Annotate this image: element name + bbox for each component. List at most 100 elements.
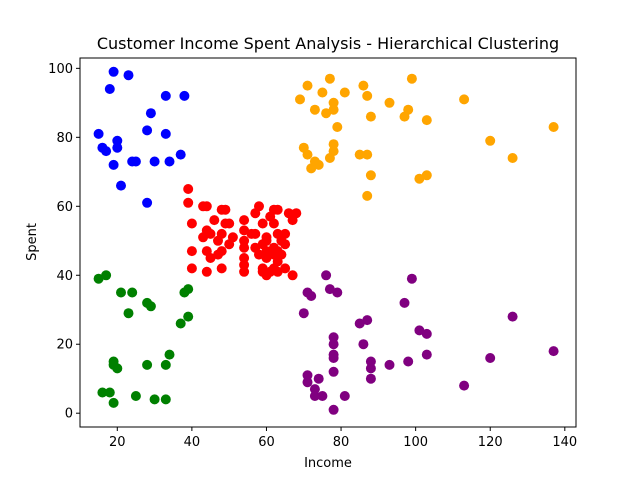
data-point-3-21	[186, 218, 197, 229]
data-point-2-4	[358, 80, 369, 91]
data-point-5-33	[317, 391, 328, 401]
ticks-layer: 20 40 60 80 100 120 140 0 20 40 60 80 100	[48, 62, 577, 450]
data-point-5-32	[309, 391, 320, 401]
data-point-2-12	[328, 104, 339, 115]
data-point-3-61	[186, 263, 197, 274]
data-point-4-9	[123, 308, 134, 319]
data-point-2-22	[328, 139, 339, 150]
x-tick-label-20: 20	[109, 435, 126, 450]
data-point-2-2	[406, 73, 417, 84]
data-point-3-15	[209, 215, 220, 226]
data-point-5-8	[298, 308, 309, 319]
x-tick-label-120: 120	[478, 435, 503, 450]
data-point-3-32	[198, 232, 209, 243]
data-point-5-20	[485, 353, 496, 363]
data-point-2-9	[459, 94, 470, 105]
data-point-5-12	[414, 325, 425, 336]
data-point-1-21	[142, 197, 153, 208]
data-point-1-4	[160, 90, 171, 101]
data-point-5-4	[332, 287, 343, 298]
data-point-5-21	[403, 356, 414, 367]
data-point-5-31	[309, 384, 320, 395]
y-tick-label-60: 60	[56, 200, 73, 215]
data-point-2-6	[339, 87, 350, 98]
data-point-5-2	[406, 273, 417, 284]
data-point-5-34	[339, 391, 350, 401]
data-point-5-7	[399, 297, 410, 308]
data-point-1-12	[112, 142, 123, 153]
data-point-4-21	[149, 394, 160, 405]
x-tick-label-140: 140	[552, 435, 577, 450]
data-point-3-66	[261, 270, 272, 281]
x-axis-label: Income	[304, 456, 352, 471]
data-point-3-51	[205, 253, 216, 263]
data-point-2-35	[414, 173, 425, 184]
data-point-5-22	[365, 356, 376, 367]
data-point-2-5	[317, 87, 328, 98]
data-point-3-14	[287, 215, 298, 226]
data-point-1-6	[145, 108, 156, 119]
data-point-4-17	[160, 359, 171, 370]
data-point-3-54	[261, 253, 272, 263]
data-point-3-19	[257, 218, 268, 229]
data-point-3-33	[213, 235, 223, 246]
y-tick-label-40: 40	[56, 269, 73, 284]
data-point-3-20	[268, 218, 279, 229]
data-point-1-18	[164, 156, 175, 167]
data-point-5-19	[421, 349, 432, 360]
data-point-1-1	[108, 66, 119, 77]
data-point-5-10	[362, 315, 373, 326]
data-point-5-28	[365, 373, 376, 384]
data-point-2-31	[313, 159, 324, 170]
data-point-4-20	[130, 391, 141, 401]
data-point-3-1	[183, 184, 194, 194]
data-point-1-9	[160, 128, 171, 139]
data-point-4-18	[97, 387, 108, 398]
data-point-3-8	[220, 204, 231, 215]
data-point-3-36	[261, 235, 272, 246]
data-point-2-33	[365, 170, 376, 181]
data-point-5-26	[313, 373, 324, 384]
data-point-2-20	[548, 122, 559, 132]
data-point-1-2	[123, 70, 134, 81]
data-point-2-3	[302, 80, 313, 91]
data-point-2-27	[362, 149, 373, 160]
data-point-5-27	[302, 377, 313, 388]
data-point-3-2	[183, 197, 194, 208]
data-point-4-12	[164, 349, 175, 360]
data-point-1-8	[142, 125, 153, 136]
data-point-2-13	[309, 104, 320, 115]
data-point-1-19	[108, 159, 119, 170]
data-point-4-16	[142, 359, 153, 370]
data-point-5-11	[354, 318, 365, 329]
data-point-4-22	[160, 394, 171, 405]
data-point-3-52	[213, 249, 223, 260]
data-point-4-10	[183, 311, 194, 322]
data-point-5-9	[507, 311, 518, 322]
data-point-2-28	[324, 153, 335, 163]
data-point-4-11	[175, 318, 186, 329]
data-point-3-62	[201, 266, 212, 277]
data-point-5-18	[328, 353, 339, 363]
y-axis-label: Spent	[25, 223, 40, 261]
data-point-1-3	[104, 84, 115, 94]
data-point-4-8	[145, 301, 156, 312]
data-point-3-53	[239, 253, 250, 263]
data-point-3-45	[186, 246, 197, 257]
data-point-4-15	[112, 363, 123, 374]
data-point-4-2	[93, 273, 104, 284]
data-point-4-5	[116, 287, 126, 298]
data-point-5-6	[302, 287, 313, 298]
data-point-1-17	[149, 156, 160, 167]
data-point-4-6	[127, 287, 138, 298]
data-point-2-21	[485, 135, 496, 146]
data-point-5-29	[328, 366, 339, 377]
data-point-1-13	[101, 146, 112, 157]
data-point-3-39	[239, 242, 250, 253]
x-tick-label-100: 100	[403, 435, 428, 450]
data-point-1-16	[130, 156, 141, 167]
data-point-3-68	[287, 270, 298, 281]
data-point-2-11	[384, 97, 395, 108]
data-point-3-64	[239, 266, 250, 277]
